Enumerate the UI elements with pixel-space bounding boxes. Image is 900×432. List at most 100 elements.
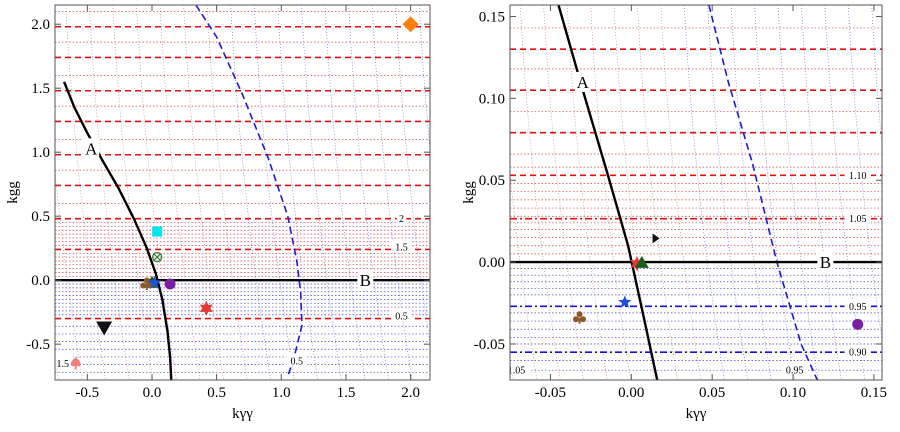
plot-frame xyxy=(509,4,883,381)
y-tick-label: 2.0 xyxy=(31,17,50,33)
contour-label-backing xyxy=(286,353,308,366)
data-point-star5 xyxy=(147,275,162,289)
club-leaf xyxy=(143,277,150,284)
contour-label-backing xyxy=(781,363,808,376)
curve-label-backing xyxy=(357,270,374,291)
background-contour xyxy=(183,5,224,380)
data-point-diamond xyxy=(402,16,419,33)
background-contour xyxy=(301,5,342,380)
background-contour xyxy=(112,5,154,380)
y-tick-label: -0.05 xyxy=(474,337,505,353)
club-stem xyxy=(578,317,581,324)
otimes-cross xyxy=(153,253,161,261)
background-contour xyxy=(730,5,772,380)
background-contour xyxy=(707,5,749,380)
curve-label-a: A xyxy=(85,139,98,158)
x-tick-label: 0.05 xyxy=(699,385,725,401)
x-tick-label: -0.5 xyxy=(75,385,99,401)
curve-label-a: A xyxy=(577,73,590,92)
curve-label-backing xyxy=(817,252,834,273)
contour-label: 0.95 xyxy=(849,302,867,313)
x-axis-label: kγγ xyxy=(686,406,707,422)
background-contour xyxy=(324,5,366,380)
club-leaf xyxy=(140,282,147,289)
contour-label: 1.05 xyxy=(508,366,526,377)
background-contour xyxy=(55,355,59,380)
x-axis-label: kγγ xyxy=(232,406,253,422)
data-point-spade xyxy=(70,357,81,370)
y-axis-label: kgg xyxy=(461,181,477,204)
contour-label: 1.5 xyxy=(395,242,408,253)
x-tick-label: 0.5 xyxy=(207,385,226,401)
background-contour xyxy=(683,5,725,380)
club-leaf xyxy=(573,316,580,323)
data-point-circle xyxy=(852,318,864,330)
background-contour xyxy=(418,5,430,154)
contour-label-backing xyxy=(844,211,871,224)
y-tick-label: 1.5 xyxy=(31,81,50,97)
contour-label: 1.5 xyxy=(57,359,70,370)
club-stem xyxy=(145,284,148,291)
data-point-circle xyxy=(164,278,176,290)
background-contour xyxy=(348,5,389,380)
data-point-star5 xyxy=(618,295,632,308)
y-tick-label: 0.5 xyxy=(31,209,50,225)
x-tick-label: 1.5 xyxy=(337,385,356,401)
blue-dashed-curve xyxy=(195,5,303,377)
background-contour xyxy=(543,5,585,380)
data-point-triangle xyxy=(634,255,649,268)
background-contour xyxy=(590,5,631,380)
contour-label: 1.10 xyxy=(849,171,867,182)
right-plot-panel: A B 1.10 1.05 0.95 0.90 1.05 0.95 -0.05 0.00 0.05 0… xyxy=(461,4,900,422)
club-leaf xyxy=(576,311,583,318)
y-axis-label: kgg xyxy=(5,181,21,204)
data-point-club xyxy=(573,311,587,324)
x-tick-label: 0.10 xyxy=(780,385,806,401)
left-plot-panel: A B 2 1.5 0.5 1.5 0.5 -0.5 0.0 0.5 1.0 1.5 2.0 -0.5 0.… xyxy=(5,4,431,422)
x-tick-label: 2.0 xyxy=(401,385,420,401)
blue-dashed-curve xyxy=(708,5,819,380)
contour-label: 0.95 xyxy=(786,366,804,377)
club-leaf xyxy=(580,316,587,323)
plot-area: A B 2 1.5 0.5 1.5 0.5 xyxy=(55,5,430,380)
background-contour xyxy=(136,5,177,380)
contour-label-backing xyxy=(844,345,871,358)
background-contour xyxy=(253,5,295,380)
contour-label: 0.90 xyxy=(849,348,867,359)
background-contour xyxy=(277,5,319,380)
y-tick-label: 0.05 xyxy=(479,173,505,189)
x-tick-label: 0.15 xyxy=(861,385,887,401)
curve-label-backing xyxy=(574,71,591,92)
background-contour xyxy=(55,168,83,380)
contour-label: 0.5 xyxy=(291,356,304,367)
y-tick-label: 1.0 xyxy=(31,145,50,161)
data-point-otimes xyxy=(152,252,163,263)
background-contour xyxy=(230,5,272,380)
background-contour xyxy=(895,5,900,380)
background-contour xyxy=(754,5,795,380)
background-contour xyxy=(613,5,655,380)
x-tick-label: -0.05 xyxy=(535,385,566,401)
contour-label-backing xyxy=(510,363,530,376)
data-point-triangle-down xyxy=(96,321,113,336)
contour-label: 2 xyxy=(399,214,404,225)
background-contour xyxy=(510,171,538,380)
y-tick-label: 0.0 xyxy=(31,273,50,289)
data-point-star6 xyxy=(199,300,213,316)
curve-a xyxy=(62,81,173,380)
curve-a xyxy=(557,5,659,380)
plot-area: A B 1.10 1.05 0.95 0.90 1.05 0.95 xyxy=(508,5,900,380)
spade-stem xyxy=(74,364,77,370)
contour-label-backing xyxy=(844,299,871,312)
contour-label-backing xyxy=(391,239,412,252)
background-contour xyxy=(660,5,702,380)
y-tick-label: 0.00 xyxy=(479,255,505,271)
y-tick-label: 0.10 xyxy=(479,91,505,107)
contour-label: 1.05 xyxy=(849,214,867,225)
background-contour xyxy=(777,5,819,380)
contour-label-backing xyxy=(396,211,407,224)
contour-label-backing xyxy=(844,168,871,181)
data-point-triangle-right xyxy=(652,233,660,244)
x-tick-label: 0.0 xyxy=(143,385,162,401)
data-point-star6 xyxy=(630,256,644,272)
